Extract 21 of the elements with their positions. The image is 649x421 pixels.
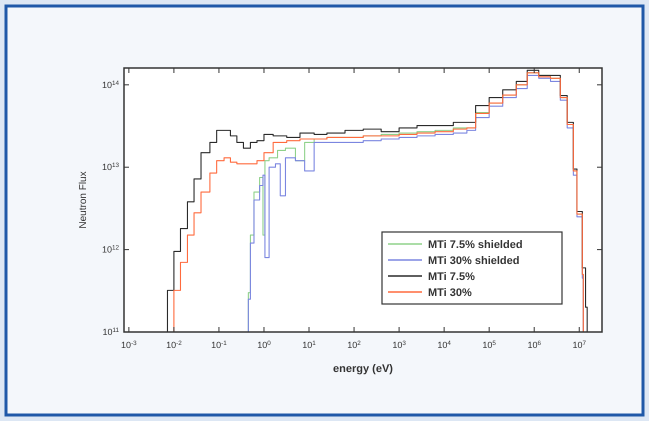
x-tick-label: 10$^{-1}$ — [211, 340, 228, 350]
legend-label: MTi 7.5% — [428, 271, 476, 283]
y-tick-label: 10$^{14}$ — [102, 79, 120, 90]
x-tick-label: 10$^{6}$ — [527, 340, 542, 350]
legend-label: MTi 7.5% shielded — [428, 239, 523, 251]
y-tick-label: 10$^{11}$ — [102, 326, 120, 337]
x-tick-label: 10$^{2}$ — [347, 340, 362, 350]
x-tick-label: 10$^{5}$ — [482, 340, 496, 350]
legend-label: MTi 30% — [428, 287, 472, 299]
x-tick-label: 10$^{-2}$ — [166, 340, 182, 350]
x-tick-label: 10$^{4}$ — [437, 340, 452, 350]
x-tick-label: 10$^{7}$ — [572, 340, 586, 350]
x-tick-label: 10$^{3}$ — [392, 340, 406, 350]
y-axis-title: Neutron Flux — [78, 171, 89, 229]
x-axis-title: energy (eV) — [333, 363, 394, 375]
y-tick-label: 10$^{12}$ — [102, 244, 120, 255]
x-tick-label: 10$^{-3}$ — [121, 340, 138, 350]
legend-label: MTi 30% shielded — [428, 255, 520, 267]
x-tick-label: 10$^{1}$ — [302, 340, 316, 350]
x-tick-label: 10$^{0}$ — [257, 340, 272, 350]
y-tick-label: 10$^{13}$ — [102, 162, 120, 172]
